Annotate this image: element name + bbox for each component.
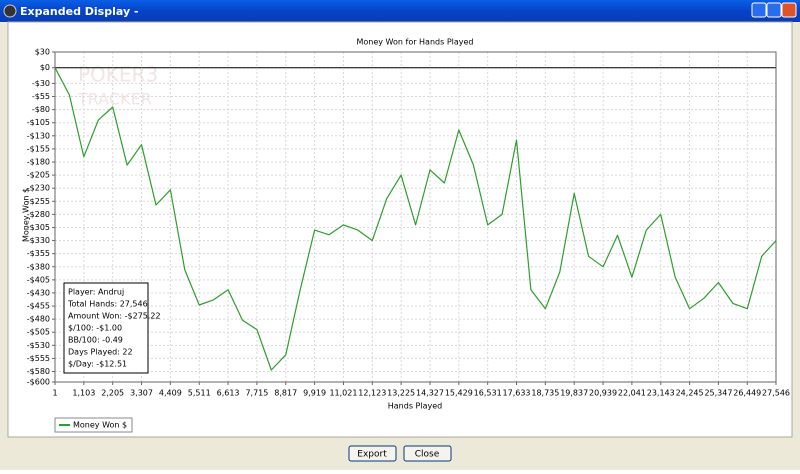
y-tick-label: -$600 [27,378,50,387]
x-tick-label: 27,546 [762,389,790,398]
x-tick-label: 5,511 [188,389,211,398]
stats-box [63,282,149,374]
y-tick-label: -$80 [32,105,50,114]
x-tick-label: 19,837 [560,389,588,398]
y-tick-label: -$530 [27,341,50,350]
x-tick-label: 18,735 [531,389,559,398]
stats-line: Amount Won: -$275.22 [68,312,161,321]
y-tick-label: -$305 [27,223,50,232]
app-icon [3,4,17,18]
button-label[interactable]: Close [415,450,440,460]
plot-frame [54,51,777,383]
y-tick-label: $30 [35,48,50,57]
y-tick-label: -$355 [27,249,50,258]
x-tick-label: 13,225 [387,389,415,398]
stats-line: Player: Andruj [68,288,124,297]
y-tick-label: -$30 [32,79,50,88]
y-axis-title: Money Won $ [22,188,31,242]
legend-label: Money Won $ [73,421,127,430]
x-tick-label: 3,307 [130,389,153,398]
y-tick-label: -$130 [27,131,50,140]
y-tick-label: -$180 [27,158,50,167]
y-tick-label: $0 [40,63,50,72]
x-tick-label: 9,919 [303,389,326,398]
y-tick-label: -$280 [27,210,50,219]
x-tick-label: 23,143 [647,389,675,398]
stats-line: Days Played: 22 [68,348,133,357]
y-tick-label: -$555 [27,354,50,363]
x-tick-label: 8,817 [274,389,297,398]
y-tick-label: -$405 [27,275,50,284]
y-tick-label: -$205 [27,171,50,180]
maximize-button[interactable] [766,2,782,18]
x-tick-label: 25,347 [704,389,732,398]
watermark: TRACKER [77,90,152,109]
x-tick-label: 1,103 [72,389,95,398]
x-tick-label: 17,633 [503,389,531,398]
x-tick-label: 7,715 [245,389,268,398]
x-tick-label: 14,327 [416,389,444,398]
stats-line: BB/100: -0.49 [68,336,123,345]
y-tick-label: -$330 [27,236,50,245]
y-tick-label: -$380 [27,262,50,271]
close-button[interactable] [403,445,452,462]
y-tick-label: -$480 [27,315,50,324]
y-tick-label: -$505 [27,328,50,337]
window-title: Expanded Display - [20,5,139,18]
stats-line: Total Hands: 27,546 [67,300,148,309]
x-tick-label: 1 [52,389,57,398]
title-bar [0,0,800,22]
watermark: POKER3 [78,63,158,87]
stats-line: $/100: -$1.00 [68,324,122,333]
x-axis-title: Hands Played [388,402,442,411]
button-label[interactable]: Export [357,450,387,460]
chart-title: Money Won for Hands Played [356,38,473,47]
minimize-button[interactable] [751,2,767,18]
y-tick-label: -$105 [27,118,50,127]
x-tick-label: 4,409 [159,389,182,398]
close-window-button[interactable] [781,2,797,18]
legend [54,417,133,433]
x-tick-label: 2,205 [101,389,124,398]
data-line [54,67,777,371]
y-tick-label: -$155 [27,144,50,153]
x-tick-label: 15,429 [445,389,473,398]
x-tick-label: 20,939 [589,389,617,398]
y-tick-label: -$230 [27,184,50,193]
y-tick-label: -$455 [27,302,50,311]
x-tick-label: 16,531 [474,389,502,398]
x-tick-label: 6,613 [217,389,240,398]
x-tick-label: 11,021 [329,389,357,398]
y-tick-label: -$55 [32,92,50,101]
x-tick-label: 22,041 [618,389,646,398]
y-tick-label: -$580 [27,367,50,376]
export-button[interactable] [348,445,397,462]
x-tick-label: 26,449 [733,389,761,398]
y-tick-label: -$430 [27,288,50,297]
x-tick-label: 12,123 [358,389,386,398]
y-tick-label: -$255 [27,197,50,206]
stats-line: $/Day: -$12.51 [68,360,127,369]
x-tick-label: 24,245 [676,389,704,398]
